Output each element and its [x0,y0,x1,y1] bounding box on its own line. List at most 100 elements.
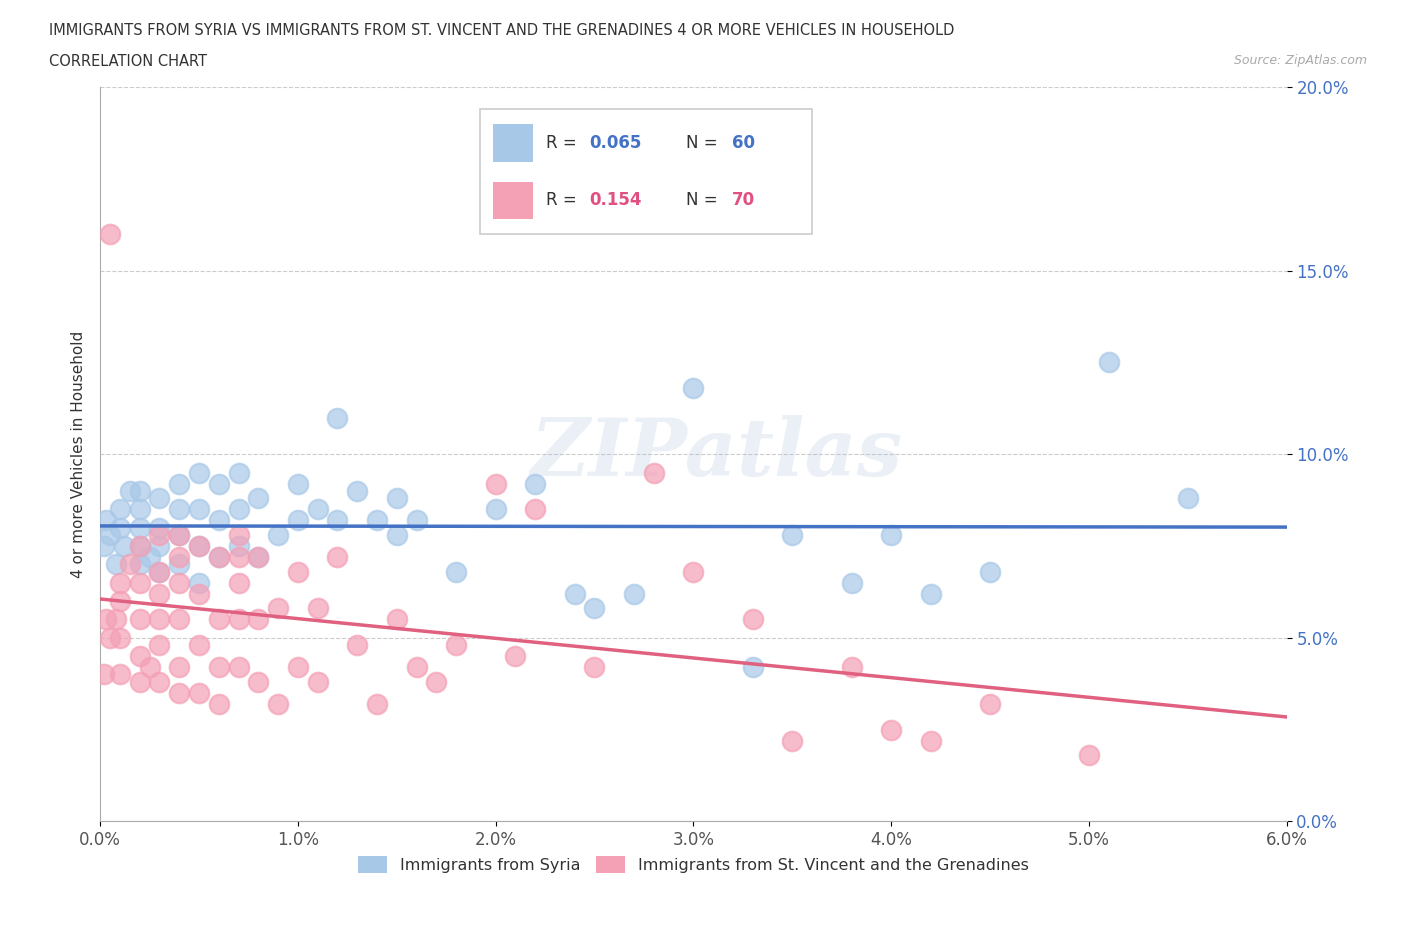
Text: Source: ZipAtlas.com: Source: ZipAtlas.com [1233,54,1367,67]
Point [148,520,170,535]
Point [108,667,131,682]
Point [444,565,467,579]
Point [247,550,270,565]
Point [108,593,131,608]
Point [326,512,349,527]
Point [267,527,290,542]
Point [228,659,250,674]
Point [188,502,211,517]
Point [1177,491,1199,506]
Point [98,527,121,542]
Point [979,697,1001,711]
Point [920,586,942,601]
Point [326,410,349,425]
Point [188,586,211,601]
Point [98,631,121,645]
Point [307,601,329,616]
Point [228,550,250,565]
Point [188,538,211,553]
Point [208,550,231,565]
Text: ZIPatlas: ZIPatlas [531,416,903,493]
Point [228,465,250,480]
Point [128,502,150,517]
Point [287,565,309,579]
Point [287,512,309,527]
Legend: Immigrants from Syria, Immigrants from St. Vincent and the Grenadines: Immigrants from Syria, Immigrants from S… [352,849,1035,880]
Point [167,527,190,542]
Point [228,576,250,591]
Point [583,659,606,674]
Point [167,659,190,674]
Point [583,601,606,616]
Point [167,502,190,517]
Point [128,538,150,553]
Point [1097,355,1119,370]
Point [118,557,141,572]
Point [366,512,388,527]
Point [94,612,117,627]
Point [267,601,290,616]
Point [287,659,309,674]
Point [247,550,270,565]
Point [188,638,211,653]
Point [167,576,190,591]
Point [128,520,150,535]
Y-axis label: 4 or more Vehicles in Household: 4 or more Vehicles in Household [72,330,86,578]
Point [104,557,127,572]
Point [524,502,547,517]
Point [228,612,250,627]
Point [682,565,704,579]
Point [94,512,117,527]
Point [741,612,763,627]
Point [623,586,645,601]
Point [104,612,127,627]
Text: CORRELATION CHART: CORRELATION CHART [49,54,207,69]
Point [485,476,508,491]
Point [405,659,427,674]
Point [112,538,135,553]
Point [366,697,388,711]
Point [148,586,170,601]
Point [108,576,131,591]
Point [148,538,170,553]
Point [93,538,115,553]
Point [444,638,467,653]
Point [425,674,447,689]
Point [167,557,190,572]
Point [880,527,903,542]
Point [128,538,150,553]
Point [148,565,170,579]
Point [128,484,150,498]
Point [128,612,150,627]
Point [128,576,150,591]
Point [564,586,586,601]
Point [148,674,170,689]
Point [118,484,141,498]
Point [326,550,349,565]
Point [108,502,131,517]
Point [643,465,665,480]
Point [108,520,131,535]
Point [93,667,115,682]
Point [267,697,290,711]
Point [405,512,427,527]
Point [108,631,131,645]
Point [167,527,190,542]
Point [228,538,250,553]
Point [247,674,270,689]
Point [208,476,231,491]
Point [208,612,231,627]
Point [208,550,231,565]
Text: IMMIGRANTS FROM SYRIA VS IMMIGRANTS FROM ST. VINCENT AND THE GRENADINES 4 OR MOR: IMMIGRANTS FROM SYRIA VS IMMIGRANTS FROM… [49,23,955,38]
Point [346,484,368,498]
Point [228,527,250,542]
Point [98,227,121,242]
Point [385,491,408,506]
Point [138,659,160,674]
Point [228,502,250,517]
Point [148,491,170,506]
Point [920,733,942,748]
Point [188,576,211,591]
Point [307,502,329,517]
Point [247,491,270,506]
